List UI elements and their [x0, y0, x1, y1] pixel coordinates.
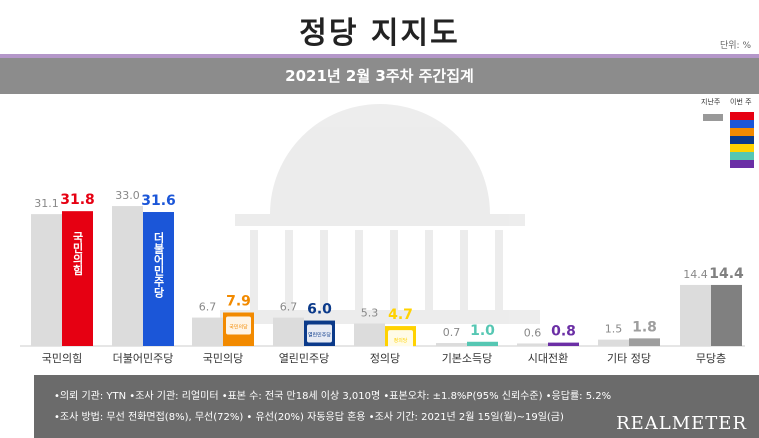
value-label-this-week-8: 14.4	[709, 266, 744, 282]
party-logo-box-2	[226, 316, 251, 335]
legend-swatch-0	[730, 112, 754, 120]
subtitle-bar: 2021년 2월 3주차 주간집계	[0, 58, 759, 94]
value-label-last-week-8: 14.4	[683, 268, 708, 281]
bar-last-week-0	[31, 214, 62, 346]
party-logo-text-2: 국민의당	[229, 324, 248, 331]
legend-swatch-2	[730, 128, 754, 136]
category-label-7: 기타 정당	[607, 352, 651, 365]
survey-info-line-2: •조사 방법: 무선 전화면접(8%), 무선(72%) • 유선(20%) 자…	[54, 412, 564, 423]
category-label-1: 더불어민주당	[113, 352, 174, 365]
value-label-this-week-7: 1.8	[632, 319, 657, 335]
bar-this-week-5	[467, 341, 498, 346]
legend-last-week: 지난주	[701, 98, 721, 106]
party-logo-box-4	[388, 330, 413, 349]
value-label-last-week-6: 0.6	[524, 326, 542, 339]
party-logo-text-3: 열린민주당	[308, 332, 331, 339]
category-label-5: 기본소득당	[442, 352, 493, 365]
value-label-last-week-1: 33.0	[115, 189, 140, 202]
bar-last-week-7	[598, 339, 629, 346]
value-label-last-week-5: 0.7	[443, 326, 461, 339]
chart-title: 정당 지지도	[299, 16, 460, 51]
accent-line	[0, 54, 759, 58]
legend-swatch-4	[730, 144, 754, 152]
value-label-last-week-2: 6.7	[199, 301, 217, 314]
category-label-0: 국민의힘	[42, 352, 82, 365]
bar-this-week-8	[711, 284, 742, 346]
bar-last-week-6	[517, 343, 548, 346]
value-label-this-week-2: 7.9	[226, 294, 251, 310]
bar-this-week-7	[629, 338, 660, 346]
value-label-this-week-3: 6.0	[307, 302, 332, 318]
bar-this-week-1	[143, 212, 174, 346]
realmeter-logo: REALMETER	[616, 413, 747, 434]
value-label-this-week-6: 0.8	[551, 324, 576, 340]
unit-label: 단위: %	[719, 41, 751, 51]
category-label-6: 시대전환	[528, 352, 568, 365]
value-label-last-week-4: 5.3	[361, 307, 379, 320]
legend-swatch-6	[730, 160, 754, 168]
legend-this-week: 이번 주	[730, 98, 752, 106]
category-label-2: 국민의당	[203, 352, 243, 365]
bar-last-week-4	[354, 323, 385, 346]
category-label-8: 무당층	[696, 352, 726, 365]
category-label-3: 열린민주당	[279, 352, 330, 365]
survey-info-box: •의뢰 기관: YTN •조사 기관: 리얼미터 •표본 수: 전국 만18세 …	[34, 375, 759, 438]
value-label-this-week-0: 31.8	[60, 192, 95, 208]
bar-last-week-8	[680, 284, 711, 346]
value-label-this-week-4: 4.7	[388, 307, 413, 323]
bar-last-week-1	[112, 206, 143, 346]
bar-party-label-0: 국민의힘	[71, 231, 84, 275]
legend-swatch-1	[730, 120, 754, 128]
bar-last-week-2	[192, 317, 223, 346]
bar-chart: 31.1 31.8 국민의힘 33.0 31.6 더불어민주당 6.7 7.9 국민의당 6.7 6…	[20, 104, 745, 365]
bar-last-week-5	[436, 343, 467, 346]
value-label-this-week-1: 31.6	[141, 193, 176, 209]
value-label-last-week-7: 1.5	[605, 323, 623, 336]
value-label-this-week-5: 1.0	[470, 323, 495, 339]
party-logo-text-4: 정의당	[394, 337, 408, 344]
chart-subtitle: 2021년 2월 3주차 주간집계	[285, 67, 474, 85]
legend-swatch-3	[730, 136, 754, 144]
value-label-last-week-0: 31.1	[34, 197, 59, 210]
bar-this-week-6	[548, 342, 579, 346]
category-label-4: 정의당	[370, 352, 400, 365]
bar-last-week-3	[273, 317, 304, 346]
legend-swatch-last-week	[703, 114, 723, 121]
party-logo-box-3	[307, 324, 332, 343]
assembly-building-watermark	[220, 104, 540, 324]
legend-swatch-5	[730, 152, 754, 160]
bar-party-label-1: 더불어민주당	[152, 231, 165, 299]
survey-info-line-1: •의뢰 기관: YTN •조사 기관: 리얼미터 •표본 수: 전국 만18세 …	[54, 391, 612, 402]
value-label-last-week-3: 6.7	[280, 301, 298, 314]
bar-this-week-0	[62, 211, 93, 346]
